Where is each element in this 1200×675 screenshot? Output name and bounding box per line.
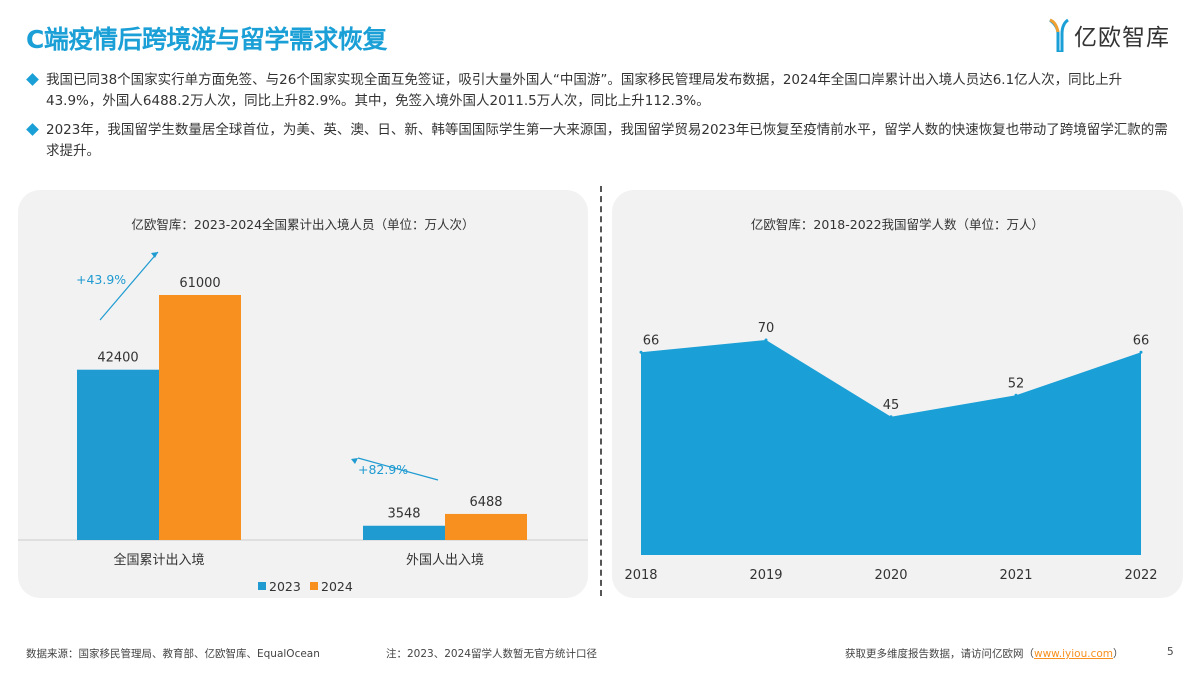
growth-label: +82.9% (358, 462, 408, 477)
data-label: 42400 (97, 351, 138, 366)
data-label: 70 (758, 321, 775, 336)
x-tick-label: 2021 (999, 568, 1032, 583)
x-tick-label: 2018 (624, 568, 657, 583)
growth-label: +43.9% (76, 272, 126, 287)
bullet-text: 我国已同38个国家实行单方面免签、与26个国家实现全面互免签证，吸引大量外国人“… (46, 72, 1123, 109)
category-label: 外国人出入境 (406, 553, 484, 568)
bullet-item: 2023年，我国留学生数量居全球首位，为美、英、澳、日、新、韩等国国际学生第一大… (26, 120, 1176, 162)
logo-icon (1048, 18, 1070, 52)
diamond-icon (26, 123, 39, 136)
data-label: 3548 (387, 507, 420, 522)
x-tick-label: 2022 (1124, 568, 1157, 583)
data-label: 66 (643, 333, 660, 348)
data-point (889, 415, 893, 419)
data-label: 52 (1008, 376, 1025, 391)
area-series (641, 340, 1141, 555)
area-chart-panel: 66 2018 70 2019 45 2020 52 2021 66 2022 亿欧智库：2018… (612, 190, 1183, 598)
logo: 亿欧智库 (1048, 18, 1170, 52)
page-title: C端疫情后跨境游与留学需求恢复 (26, 25, 387, 54)
bar-2024 (445, 513, 527, 540)
data-point (1139, 350, 1143, 354)
data-label: 6488 (469, 495, 502, 510)
area-chart-title: 亿欧智库：2018-2022我国留学人数（单位：万人） (750, 217, 1045, 232)
bullet-text: 2023年，我国留学生数量居全球首位，为美、英、澳、日、新、韩等国国际学生第一大… (46, 122, 1168, 159)
legend-label: 2024 (321, 579, 353, 594)
page-number: 5 (1167, 646, 1174, 658)
logo-text: 亿欧智库 (1074, 25, 1170, 51)
more-info: 获取更多维度报告数据，请访问亿欧网（www.iyiou.com） (845, 646, 1124, 661)
data-point (639, 350, 643, 354)
bullet-item: 我国已同38个国家实行单方面免签、与26个国家实现全面互免签证，吸引大量外国人“… (26, 70, 1176, 112)
growth-arrow (99, 251, 159, 321)
bar-chart-title: 亿欧智库：2023-2024全国累计出入境人员（单位：万人次） (131, 217, 475, 232)
arrow-head (151, 252, 158, 258)
legend-swatch (258, 582, 266, 590)
close-paren: ） (1113, 648, 1124, 660)
bar-chart-panel: 42400 61000 全国累计出入境 3548 6488 外国人出入境 +43.9% +82… (18, 190, 588, 598)
data-label: 61000 (179, 276, 220, 291)
data-label: 66 (1133, 333, 1150, 348)
x-tick-label: 2020 (874, 568, 907, 583)
data-label: 45 (883, 398, 900, 413)
legend-swatch (310, 582, 318, 590)
more-text: 获取更多维度报告数据，请访问亿欧网（ (845, 648, 1034, 660)
bar-2023 (363, 525, 445, 540)
divider (600, 186, 602, 596)
bar-2023 (77, 369, 159, 540)
category-label: 全国累计出入境 (113, 552, 204, 568)
data-point (764, 338, 768, 342)
data-point (1014, 393, 1018, 397)
diamond-icon (26, 73, 39, 86)
legend-label: 2023 (269, 579, 301, 594)
website-link[interactable]: www.iyiou.com (1034, 648, 1114, 660)
growth-arrow (357, 457, 439, 481)
x-tick-label: 2019 (749, 568, 782, 583)
footnote: 注：2023、2024留学人数暂无官方统计口径 (386, 648, 597, 660)
arrow-head (351, 458, 358, 464)
data-source: 数据来源：国家移民管理局、教育部、亿欧智库、EqualOcean (26, 648, 320, 660)
bar-2024 (159, 295, 241, 540)
